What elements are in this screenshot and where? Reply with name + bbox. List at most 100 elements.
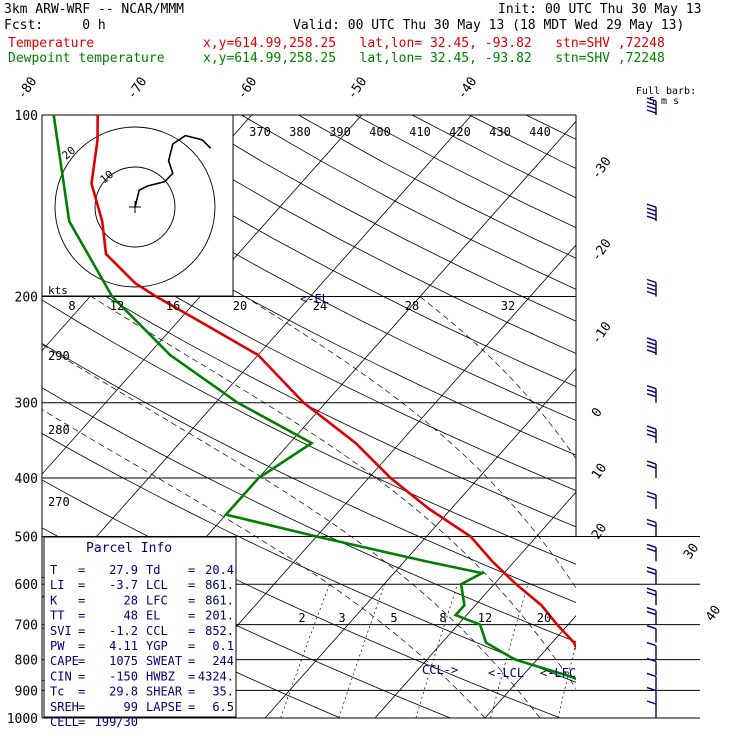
parcel-info-value: -3.7 xyxy=(109,578,138,592)
parcel-info-key: SREH xyxy=(50,700,79,714)
forecast-hour: Fcst: 0 h xyxy=(4,18,106,33)
isotherm-line xyxy=(484,615,576,718)
parcel-info-eq: = xyxy=(78,715,85,729)
parcel-info-key: CIN xyxy=(50,669,72,683)
theta-label: 390 xyxy=(329,125,351,139)
dry-adiabat xyxy=(241,115,576,290)
parcel-info-eq: = xyxy=(78,624,85,638)
parcel-info-value: 28 xyxy=(124,593,138,607)
parcel-info-title: Parcel Info xyxy=(86,541,172,556)
mixing-ratio-label: 12 xyxy=(478,611,492,625)
temperature-legend-location: x,y=614.99,258.25 lat,lon= 32.45, -93.82… xyxy=(203,36,665,51)
lfc-marker: <-LFC xyxy=(540,666,576,680)
mixing-ratio-label: 3 xyxy=(338,611,345,625)
kts-axis-label: 12 xyxy=(110,299,124,313)
sounding-profiles xyxy=(52,115,576,681)
isotherm-label: -20 xyxy=(589,236,615,264)
isotherm-line xyxy=(705,115,740,718)
dry-adiabat xyxy=(42,215,576,491)
wind-barb xyxy=(646,587,657,606)
isotherm-label: -50 xyxy=(345,74,371,102)
mixing-ratio-label: 5 xyxy=(390,611,397,625)
parcel-info-eq: = xyxy=(188,563,195,577)
parcel-info-key: SWEAT xyxy=(146,654,182,668)
wind-barbs xyxy=(646,97,657,718)
dry-adiabat xyxy=(42,387,576,643)
ccl-marker: CCL-> xyxy=(422,663,458,677)
model-title: 3km ARW-WRF -- NCAR/MMM xyxy=(4,2,185,17)
isotherm-label: 30 xyxy=(681,541,702,562)
dry-adiabat xyxy=(355,115,576,229)
parcel-info-eq: = xyxy=(188,700,195,714)
dry-adiabat xyxy=(298,115,576,259)
isotherm-label: 20 xyxy=(589,521,610,542)
parcel-info-key: SVI xyxy=(50,624,72,638)
wind-barb xyxy=(646,700,657,718)
parcel-info-eq: = xyxy=(188,685,195,699)
parcel-info-value: 48 xyxy=(124,609,138,623)
parcel-info-eq: = xyxy=(78,669,85,683)
pressure-tick-label: 600 xyxy=(15,578,38,593)
dry-adiabat xyxy=(640,115,740,718)
dry-adiabat xyxy=(184,115,576,322)
dry-adiabat xyxy=(42,256,576,528)
parcel-info-value: 6.5 xyxy=(212,700,234,714)
parcel-info-key: K xyxy=(50,593,58,607)
dry-adiabat xyxy=(42,343,576,603)
parcel-info-key: CAPE xyxy=(50,654,79,668)
pressure-tick-label: 1000 xyxy=(7,712,38,727)
parcel-info-key: Tc xyxy=(50,685,64,699)
pressure-tick-label: 200 xyxy=(15,291,38,306)
wind-barb xyxy=(646,337,657,355)
parcel-info-key: PW xyxy=(50,639,65,653)
parcel-info-eq: = xyxy=(78,639,85,653)
parcel-info-value: -1.2 xyxy=(109,624,138,638)
parcel-info-eq: = xyxy=(78,685,85,699)
pressure-tick-label: 400 xyxy=(15,472,38,487)
mixing-ratio-line xyxy=(647,584,675,718)
parcel-info-key: YGP xyxy=(146,639,168,653)
isotherm-label: -80 xyxy=(15,74,41,102)
pressure-tick-label: 700 xyxy=(15,619,38,634)
isotherm-line xyxy=(264,367,576,718)
isotherm-label: 0 xyxy=(589,405,606,420)
isotherm-line xyxy=(42,115,362,475)
parcel-info-value: 27.9 xyxy=(109,563,138,577)
parcel-info-eq: = xyxy=(188,639,195,653)
theta-label: 270 xyxy=(48,495,70,509)
isotherm-label: -60 xyxy=(235,74,261,102)
parcel-info-key: T xyxy=(50,563,57,577)
parcel-info-value: 35. xyxy=(212,685,234,699)
barb-note-label: Full barb: xyxy=(636,86,696,97)
parcel-info-value: 0.1 xyxy=(212,639,234,653)
wind-barb xyxy=(646,518,657,537)
dry-adiabat xyxy=(469,115,576,169)
parcel-info-value: 861. xyxy=(205,578,234,592)
theta-label: 410 xyxy=(409,125,431,139)
isotherm-label: -40 xyxy=(455,74,481,102)
moist-adiabat xyxy=(419,296,576,460)
kts-axis-label: 32 xyxy=(501,299,515,313)
wind-barb xyxy=(646,606,657,625)
theta-label: 440 xyxy=(529,125,551,139)
theta-label: 290 xyxy=(48,349,70,363)
isotherm-label: 40 xyxy=(703,603,724,624)
isotherm-line xyxy=(42,115,472,599)
wind-barb xyxy=(646,385,657,403)
mixing-ratio-line xyxy=(280,584,330,718)
temperature-legend-name: Temperature xyxy=(8,36,95,51)
parcel-info-frame xyxy=(43,536,237,718)
moist-adiabat xyxy=(91,296,576,690)
parcel-info-value: 861. xyxy=(205,593,234,607)
isobar-lines xyxy=(41,114,700,719)
hodograph-trace xyxy=(134,134,212,208)
hodograph-ring xyxy=(94,166,176,248)
parcel-info-eq: = xyxy=(188,578,195,592)
kts-axis-label: 20 xyxy=(233,299,247,313)
dewpoint-profile xyxy=(52,115,576,681)
valid-time: Valid: 00 UTC Thu 30 May 13 (18 MDT Wed … xyxy=(293,18,685,33)
dry-adiabat xyxy=(42,576,341,718)
theta-label: 400 xyxy=(369,125,391,139)
